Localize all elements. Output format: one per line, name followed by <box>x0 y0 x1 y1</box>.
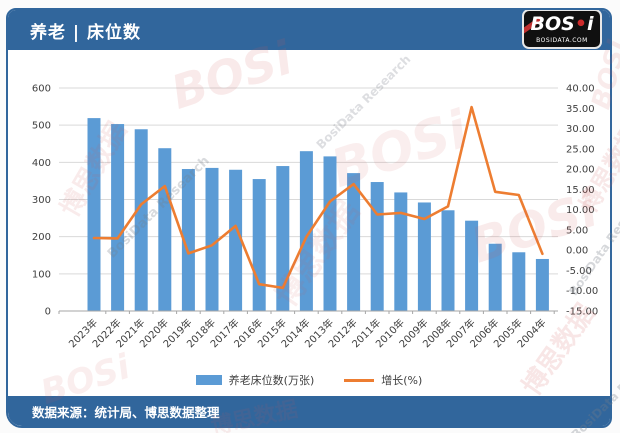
left-axis-tick-label: 500 <box>32 121 51 132</box>
left-axis-tick-label: 600 <box>32 84 51 95</box>
legend-bar-swatch <box>195 375 222 385</box>
right-axis-tick-label: 15.00 <box>566 185 595 196</box>
legend-item-growth: 增长(%) <box>344 372 422 388</box>
right-axis-tick-label: -10.00 <box>566 286 598 297</box>
right-axis-tick-label: 40.00 <box>566 84 595 95</box>
left-axis-tick-label: 200 <box>32 232 51 243</box>
bar-2021年 <box>134 129 148 311</box>
chart-area: 600 500 400 300 200 100 0 40.00 35.00 30.00 25.00 2… <box>8 50 610 400</box>
bar-2016年 <box>252 179 266 311</box>
data-source-text: 数据来源：统计局、博思数据整理 <box>32 404 220 420</box>
right-axis-tick-label: 25.00 <box>566 144 595 155</box>
growth-line <box>92 105 544 290</box>
bar-2022年 <box>111 124 125 311</box>
left-axis-tick-label: 300 <box>32 195 51 206</box>
right-axis-tick-label: 20.00 <box>566 165 595 176</box>
bar-2007年 <box>465 220 479 311</box>
bar-2012年 <box>347 173 361 311</box>
bar-2009年 <box>417 202 431 311</box>
right-axis-tick-label: 5.00 <box>566 225 588 236</box>
right-axis-tick-label: 35.00 <box>566 104 595 115</box>
left-axis-tick-label: 0 <box>45 307 51 318</box>
chart-legend: 养老床位数(万张) 增长(%) <box>8 372 610 388</box>
bar-2010年 <box>394 192 408 311</box>
bar-2023年 <box>87 118 101 311</box>
chart-canvas: 600 500 400 300 200 100 0 40.00 35.00 30.00 25.00 2… <box>32 84 598 351</box>
brand-logo: BOS•i BOSIDATA.COM <box>522 10 602 49</box>
right-axis-tick-label: -5.00 <box>566 266 592 277</box>
legend-bar-label: 养老床位数(万张) <box>228 374 315 387</box>
left-axis-tick-label: 100 <box>32 269 51 280</box>
bar-2005年 <box>512 252 526 311</box>
legend-line-label: 增长(%) <box>381 374 423 387</box>
header-bar: 养老 | 床位数 <box>8 10 610 50</box>
bar-2013年 <box>323 156 337 311</box>
bar-2011年 <box>370 182 384 311</box>
right-axis-tick-label: 10.00 <box>566 205 595 216</box>
bar-2020年 <box>158 148 172 311</box>
right-axis-tick-label: 30.00 <box>566 124 595 135</box>
logo-domain: BOSIDATA.COM <box>536 37 588 44</box>
legend-item-beds: 养老床位数(万张) <box>195 372 315 388</box>
chart-card: 养老 | 床位数 BOS•i BOSIDATA.COM 600 500 400 300… <box>6 8 612 428</box>
bar-2004年 <box>535 258 549 311</box>
footer-bar: 数据来源：统计局、博思数据整理 <box>8 396 610 426</box>
bar-2006年 <box>488 243 502 311</box>
legend-line-swatch <box>344 378 375 382</box>
bar-2014年 <box>299 151 313 311</box>
right-axis-tick-label: -15.00 <box>566 307 598 318</box>
page-title: 养老 | 床位数 <box>30 22 142 43</box>
bar-2019年 <box>181 169 195 311</box>
right-axis-tick-label: 0.00 <box>566 246 588 257</box>
left-axis-tick-label: 400 <box>32 158 51 169</box>
bar-2015年 <box>276 166 290 311</box>
bar-2018年 <box>205 167 219 311</box>
logo-wordmark: BOS•i <box>530 13 594 35</box>
bar-2017年 <box>229 169 243 311</box>
bar-2008年 <box>441 210 455 311</box>
